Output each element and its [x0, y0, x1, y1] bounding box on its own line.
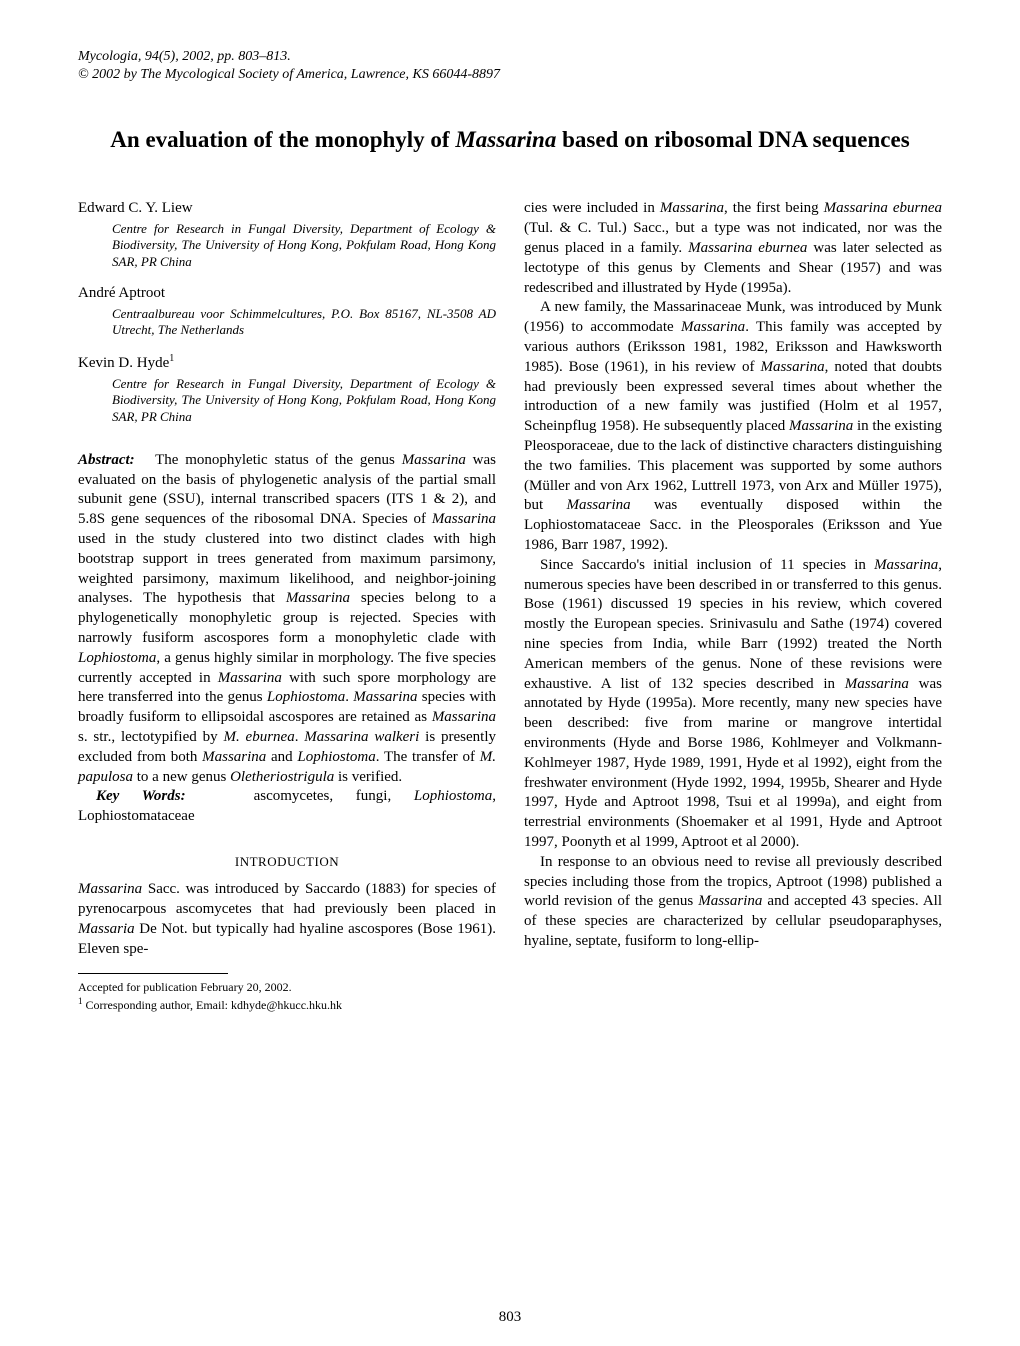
right-p2: A new family, the Massarinaceae Munk, wa… — [524, 298, 942, 555]
author-3-name: Kevin D. Hyde1 — [78, 352, 496, 374]
title-post: based on ribosomal DNA sequences — [556, 127, 909, 152]
accepted-date: Accepted for publication February 20, 20… — [78, 980, 496, 996]
right-p4: In response to an obvious need to revise… — [524, 853, 942, 952]
citation-line: Mycologia, 94(5), 2002, pp. 803–813. — [78, 48, 942, 66]
abstract-block: Abstract: The monophyletic status of the… — [78, 451, 496, 827]
abstract-label: Abstract: — [78, 452, 135, 468]
author-2-affiliation: Centraalbureau voor Schimmelcultures, P.… — [112, 306, 496, 339]
corresponding-text: Corresponding author, Email: kdhyde@hkuc… — [86, 998, 343, 1012]
abstract-text: The monophyletic status of the genus Mas… — [78, 452, 496, 785]
article-title: An evaluation of the monophyly of Massar… — [78, 124, 942, 155]
keywords-label: Key Words: — [96, 788, 186, 804]
author-1-name: Edward C. Y. Liew — [78, 199, 496, 219]
abstract-paragraph: Abstract: The monophyletic status of the… — [78, 451, 496, 788]
author-2-name: André Aptroot — [78, 284, 496, 304]
journal-header: Mycologia, 94(5), 2002, pp. 803–813. © 2… — [78, 48, 942, 84]
title-pre: An evaluation of the monophyly of — [110, 127, 455, 152]
page-number: 803 — [499, 1309, 522, 1326]
footer-rule — [78, 973, 228, 974]
intro-left-paragraph: Massarina Sacc. was introduced by Saccar… — [78, 880, 496, 959]
right-p1: cies were included in Massarina, the fir… — [524, 199, 942, 298]
introduction-heading: INTRODUCTION — [78, 853, 496, 870]
right-p3: Since Saccardo's initial inclusion of 11… — [524, 556, 942, 853]
corresponding-author: 1 Corresponding author, Email: kdhyde@hk… — [78, 996, 496, 1014]
title-genus: Massarina — [455, 127, 556, 152]
copyright-line: © 2002 by The Mycological Society of Ame… — [78, 66, 942, 84]
author-3-affiliation: Centre for Research in Fungal Diversity,… — [112, 376, 496, 425]
corresponding-sup: 1 — [78, 996, 83, 1006]
keywords-paragraph: Key Words: ascomycetes, fungi, Lophiosto… — [78, 787, 496, 827]
two-column-layout: Edward C. Y. Liew Centre for Research in… — [78, 199, 942, 1013]
right-column: cies were included in Massarina, the fir… — [524, 199, 942, 1013]
left-column: Edward C. Y. Liew Centre for Research in… — [78, 199, 496, 1013]
author-3-sup: 1 — [169, 353, 174, 364]
author-1-affiliation: Centre for Research in Fungal Diversity,… — [112, 221, 496, 270]
